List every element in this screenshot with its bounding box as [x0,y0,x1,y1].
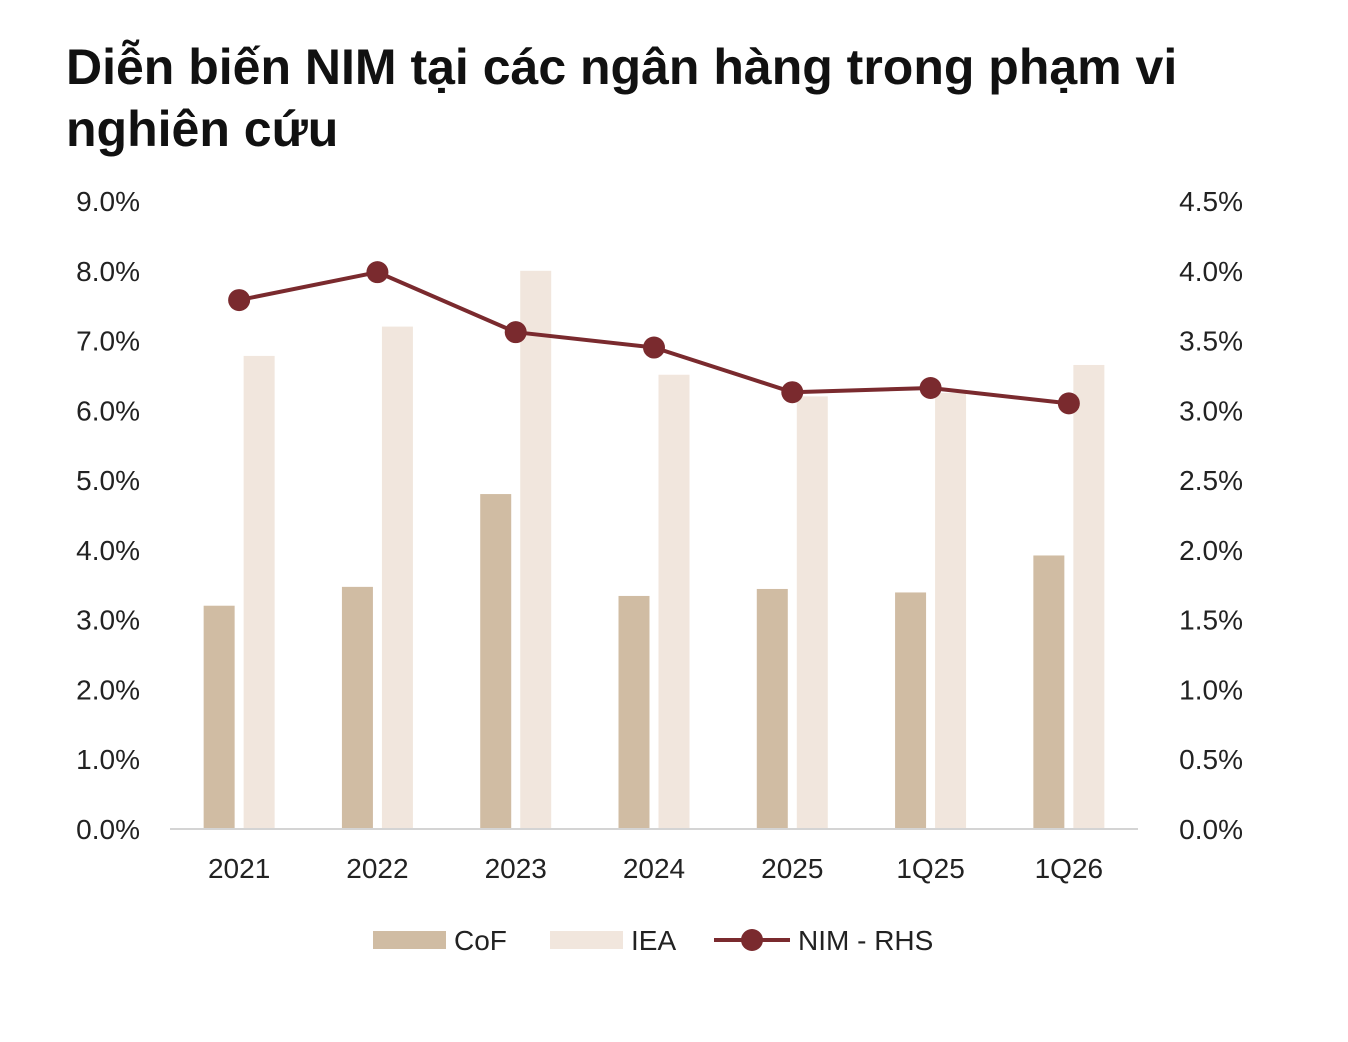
nim-point [781,381,804,404]
right-tick-label: 0.0% [1179,814,1243,845]
cof-bar [341,586,373,829]
iea-bar [1073,364,1105,829]
cof-bar [618,595,650,829]
left-tick-label: 5.0% [76,465,140,496]
cof-bar [1033,555,1065,829]
cof-bar [480,494,512,829]
left-tick-label: 4.0% [76,535,140,566]
right-tick-label: 0.5% [1179,744,1243,775]
iea-bar [796,396,828,829]
bars [203,270,1105,829]
x-tick-label: 2023 [485,853,547,884]
nim-point [228,289,251,312]
right-tick-label: 2.0% [1179,535,1243,566]
left-tick-label: 9.0% [76,186,140,217]
left-tick-label: 0.0% [76,814,140,845]
iea-bar [935,392,967,829]
legend-swatch-cof [373,931,446,949]
nim-point [504,321,527,344]
nim-point [1057,392,1080,415]
x-axis: 2021 2022 2023 2024 2025 1Q25 1Q26 [208,853,1103,884]
right-tick-label: 1.5% [1179,605,1243,636]
cof-bar [203,605,235,829]
x-tick-label: 2021 [208,853,270,884]
iea-bar [381,326,413,829]
x-tick-label: 2024 [623,853,685,884]
legend-label-iea: IEA [631,925,676,956]
chart-title: Diễn biến NIM tại các ngân hàng trong ph… [66,39,1178,157]
nim-point [643,336,665,359]
cof-bar [895,592,927,829]
right-tick-label: 2.5% [1179,465,1243,496]
cof-bar [756,588,788,829]
iea-bar [658,374,690,829]
left-tick-label: 6.0% [76,395,140,426]
nim-line-series [228,261,1080,415]
nim-point [366,261,389,284]
right-tick-label: 1.0% [1179,674,1243,705]
left-tick-label: 2.0% [76,674,140,705]
legend-swatch-iea [550,931,623,949]
legend-swatch-nim-marker [741,929,763,951]
right-tick-label: 3.5% [1179,326,1243,357]
right-tick-label: 4.0% [1179,256,1243,287]
legend-label-cof: CoF [454,925,507,956]
legend-label-nim: NIM - RHS [798,925,933,956]
x-tick-label: 1Q25 [896,853,965,884]
left-axis: 9.0% 8.0% 7.0% 6.0% 5.0% 4.0% 3.0% 2.0% 1.0% 0.0% [76,186,140,845]
left-tick-label: 8.0% [76,256,140,287]
right-tick-label: 3.0% [1179,395,1243,426]
x-tick-label: 2022 [346,853,408,884]
right-tick-label: 4.5% [1179,186,1243,217]
iea-bar [243,355,275,829]
right-axis: 4.5% 4.0% 3.5% 3.0% 2.5% 2.0% 1.5% 1.0% 0.5% 0.0% [1179,186,1243,845]
left-tick-label: 1.0% [76,744,140,775]
legend: CoF IEA NIM - RHS [373,925,933,956]
x-tick-label: 1Q26 [1035,853,1104,884]
left-tick-label: 3.0% [76,605,140,636]
left-tick-label: 7.0% [76,326,140,357]
x-tick-label: 2025 [761,853,823,884]
nim-point [919,377,942,400]
iea-bar [520,270,552,829]
